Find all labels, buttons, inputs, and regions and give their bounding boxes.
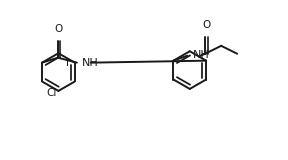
Text: NH: NH — [82, 58, 98, 68]
Text: I: I — [66, 58, 69, 68]
Text: O: O — [202, 20, 210, 30]
Text: NH: NH — [193, 50, 210, 60]
Text: O: O — [55, 24, 63, 34]
Text: Cl: Cl — [46, 88, 56, 98]
